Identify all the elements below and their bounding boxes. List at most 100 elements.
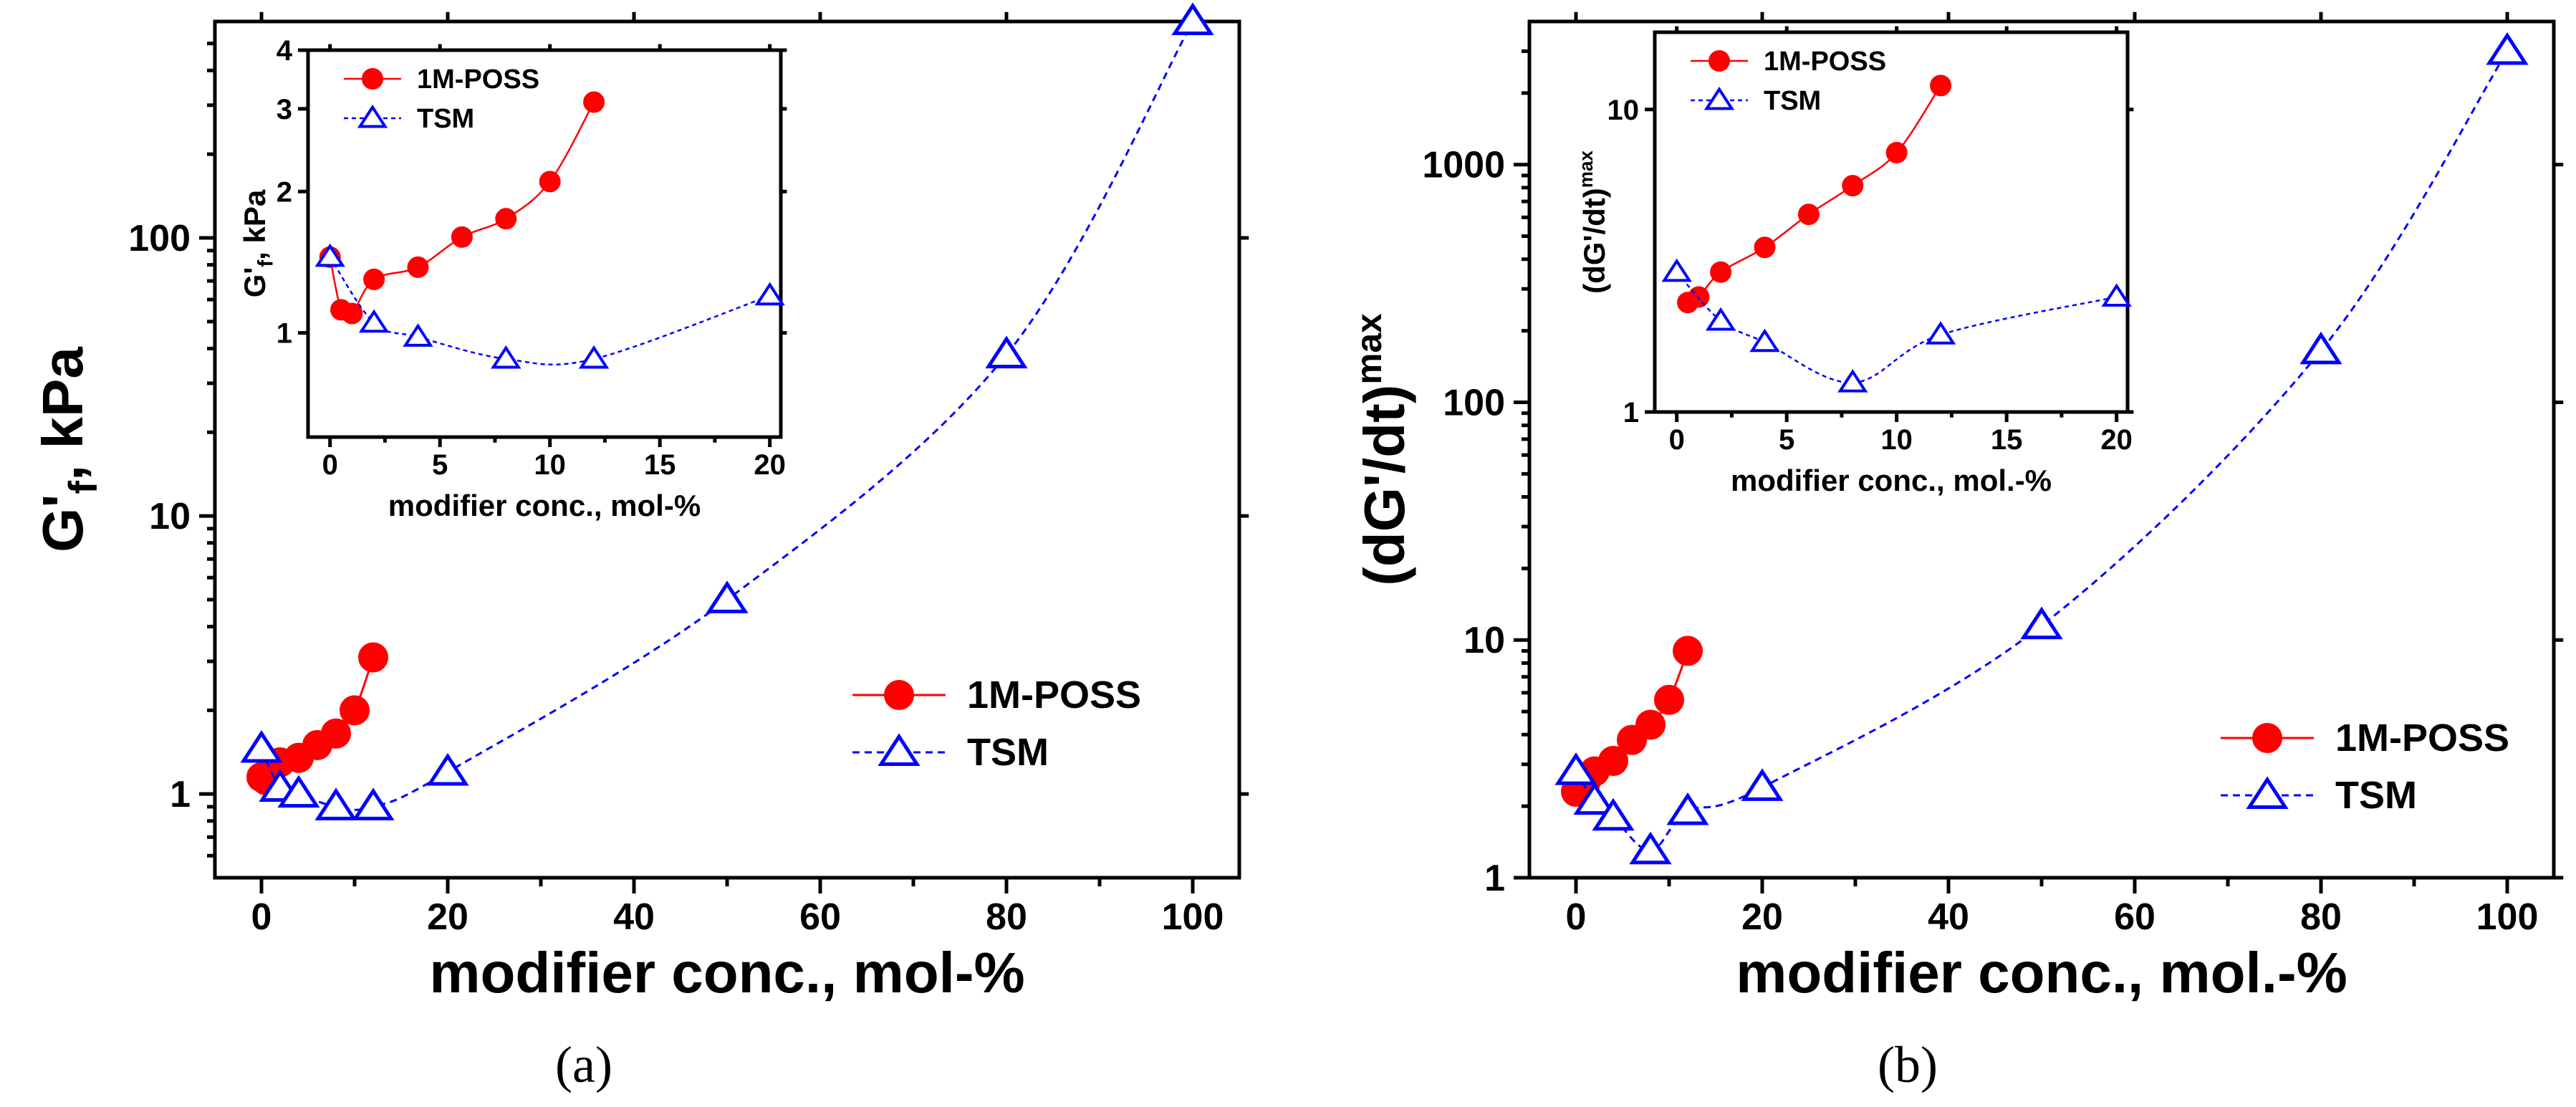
panel-b-y-tick-label: 10 <box>1464 620 1505 661</box>
panel-b-tsm-point <box>1573 782 1616 815</box>
panel-b-chart: 0 20 40 60 80 10011010010001M-POSSTSMmodifier… <box>1349 11 2564 1005</box>
panel-b-inset-poss-point <box>1710 261 1732 283</box>
panel-a-x-tick-label: 60 <box>799 896 841 938</box>
panel-b-poss-point <box>1673 636 1703 666</box>
panel-a-inset-x-tick-label: 20 <box>754 449 786 481</box>
panel-a-x-axis-title: modifier conc., mol-% <box>429 941 1024 1005</box>
panel-a-tsm-point <box>277 775 320 808</box>
panel-b-y-tick-label: 1 <box>1484 858 1505 899</box>
panel-b-inset-x-axis-title: modifier conc., mol.-% <box>1731 464 2052 497</box>
panel-a-inset-poss-point <box>583 91 605 113</box>
panel-a-inset-poss-point <box>363 268 385 290</box>
panel-a-inset-poss-point <box>539 171 561 193</box>
panel-b-inset-poss-point <box>1797 203 1820 226</box>
panel-a-y-axis-title: G'f, kPa <box>31 347 105 552</box>
panel-a-tsm-point <box>985 335 1028 369</box>
panel-a-inset-legend-marker <box>362 68 383 90</box>
panel-a-poss-point <box>358 642 388 673</box>
panel-a-inset-chart: 0 5 10 15 20 1 2 3 4 1M-POSS TSM modifier conc., mo… <box>238 35 787 522</box>
panel-a-y-tick-label: 100 <box>128 218 191 259</box>
panel-b-inset-poss-point <box>1842 175 1864 197</box>
panel-a-tsm-point <box>314 787 357 820</box>
panel-b-x-axis-title: modifier conc., mol.-% <box>1736 941 2347 1005</box>
panel-b-tsm-point <box>1629 831 1672 865</box>
panel-b-inset-x-tick-label: 0 <box>1669 424 1685 456</box>
panel-a-inset-y-axis-title: G'f, kPa <box>238 189 278 297</box>
panel-a-tsm-point <box>1171 2 1214 35</box>
panel-a-tsm-point <box>426 752 469 786</box>
panel-b-x-tick-label: 80 <box>2300 896 2342 938</box>
panel-b-x-tick-label: 20 <box>1741 896 1783 938</box>
panel-a-caption: (a) <box>555 1036 612 1093</box>
panel-a-plot-frame <box>213 19 1241 880</box>
panel-a-inset-poss-point <box>341 302 363 325</box>
panel-b-tsm-point <box>2020 606 2063 640</box>
panel-a-inset-x-tick-label: 0 <box>322 449 338 481</box>
panel-a-tsm-point <box>240 729 283 763</box>
panel-a-inset-poss-point <box>451 226 473 248</box>
panel-b-inset-chart: 0 5 10 15 20 1 10 1M-POSS TSM modifier conc., mol… <box>1575 26 2134 497</box>
panel-b-inset-y-tick-label: 1 <box>1623 397 1639 428</box>
panel-b-tsm-point <box>1741 768 1784 801</box>
panel-b-tsm-point <box>1592 797 1635 831</box>
panel-b-inset-tsm-point <box>1837 369 1868 393</box>
panel-b-inset-x-tick-label: 15 <box>1991 424 2023 456</box>
panel-a-inset-poss-point <box>495 208 517 230</box>
panel-a-legend-label: 1M-POSS <box>967 674 1141 717</box>
panel-b-x-tick-label: 0 <box>1566 896 1587 938</box>
panel-b-y-tick-label: 100 <box>1443 382 1505 423</box>
panel-a-legend-marker <box>884 680 914 710</box>
panel-b-inset-tsm-point <box>2101 283 2132 307</box>
panel-b-inset-x-tick-label: 10 <box>1880 424 1913 456</box>
panel-b-inset-tsm-point <box>1925 321 1956 345</box>
panel-a-legend-marker <box>878 733 921 766</box>
panel-a-inset-plot-frame <box>306 48 783 439</box>
panel-b-inset-tsm-line <box>1676 271 2117 384</box>
panel-a-x-tick-label: 20 <box>427 896 468 938</box>
panel-a-inset-tsm-point <box>754 282 785 306</box>
panel-b-legend-marker <box>2252 723 2282 753</box>
panel-a-inset-tsm-point <box>403 323 433 347</box>
panel-b-x-tick-label: 100 <box>2476 896 2539 938</box>
panel-a-x-tick-label: 80 <box>986 896 1027 938</box>
panel-a-x-tick-label: 100 <box>1162 896 1224 938</box>
panel-a-inset-x-axis-title: modifier conc., mol-% <box>388 489 701 522</box>
panel-b-poss-point <box>1654 684 1684 715</box>
panel-b-legend-label: 1M-POSS <box>2335 717 2509 759</box>
panel-a-inset-y-tick-label: 2 <box>277 176 292 208</box>
panel-a-y-tick-label: 1 <box>170 774 191 815</box>
panel-b-inset-poss-point <box>1688 286 1710 308</box>
panel-b-inset-tsm-point <box>1749 328 1780 353</box>
panel-a-inset-tsm-point <box>358 309 390 333</box>
panel-a-inset-y-tick-label: 1 <box>277 318 292 350</box>
panel-a-inset-legend-label: TSM <box>417 104 474 134</box>
panel-a-inset-x-tick-label: 5 <box>432 449 448 481</box>
panel-b-inset-x-tick-label: 5 <box>1779 424 1794 456</box>
panel-b-inset-y-tick-label: 10 <box>1607 95 1640 126</box>
panel-b-tsm-point <box>2299 331 2342 365</box>
panel-b-inset-y-axis-title: (dG'/dt)max <box>1575 150 1611 294</box>
panel-b-inset-tsm-point <box>1661 258 1692 282</box>
panel-b-poss-point <box>1635 709 1666 740</box>
panel-b-inset-poss-point <box>1885 142 1908 164</box>
panel-a-inset-tsm-point <box>491 345 522 369</box>
panel-a-inset-poss-point <box>407 256 429 278</box>
panel-b-inset-legend-marker <box>1703 86 1735 110</box>
panel-b-legend-label: TSM <box>2335 774 2417 817</box>
panel-b-inset-poss-point <box>1754 236 1776 259</box>
panel-a-inset-tsm-point <box>314 243 345 267</box>
panel-a-legend-label: TSM <box>967 731 1049 774</box>
panel-b-y-axis-title: (dG'/dt)max <box>1349 313 1416 586</box>
panel-b-tsm-point <box>2486 32 2529 65</box>
panel-b-inset-x-tick-label: 20 <box>2100 424 2133 456</box>
panel-a-inset-legend-label: 1M-POSS <box>417 64 539 95</box>
panel-a-tsm-point <box>706 580 749 613</box>
panel-b-inset-poss-point <box>1930 75 1952 97</box>
panel-b-inset-legend-label: 1M-POSS <box>1764 47 1886 77</box>
panel-b-y-tick-label: 1000 <box>1422 145 1505 186</box>
panel-a-x-tick-label: 0 <box>251 896 272 938</box>
panel-b-tsm-point <box>1554 752 1597 785</box>
panel-b-tsm-point <box>1666 792 1709 825</box>
